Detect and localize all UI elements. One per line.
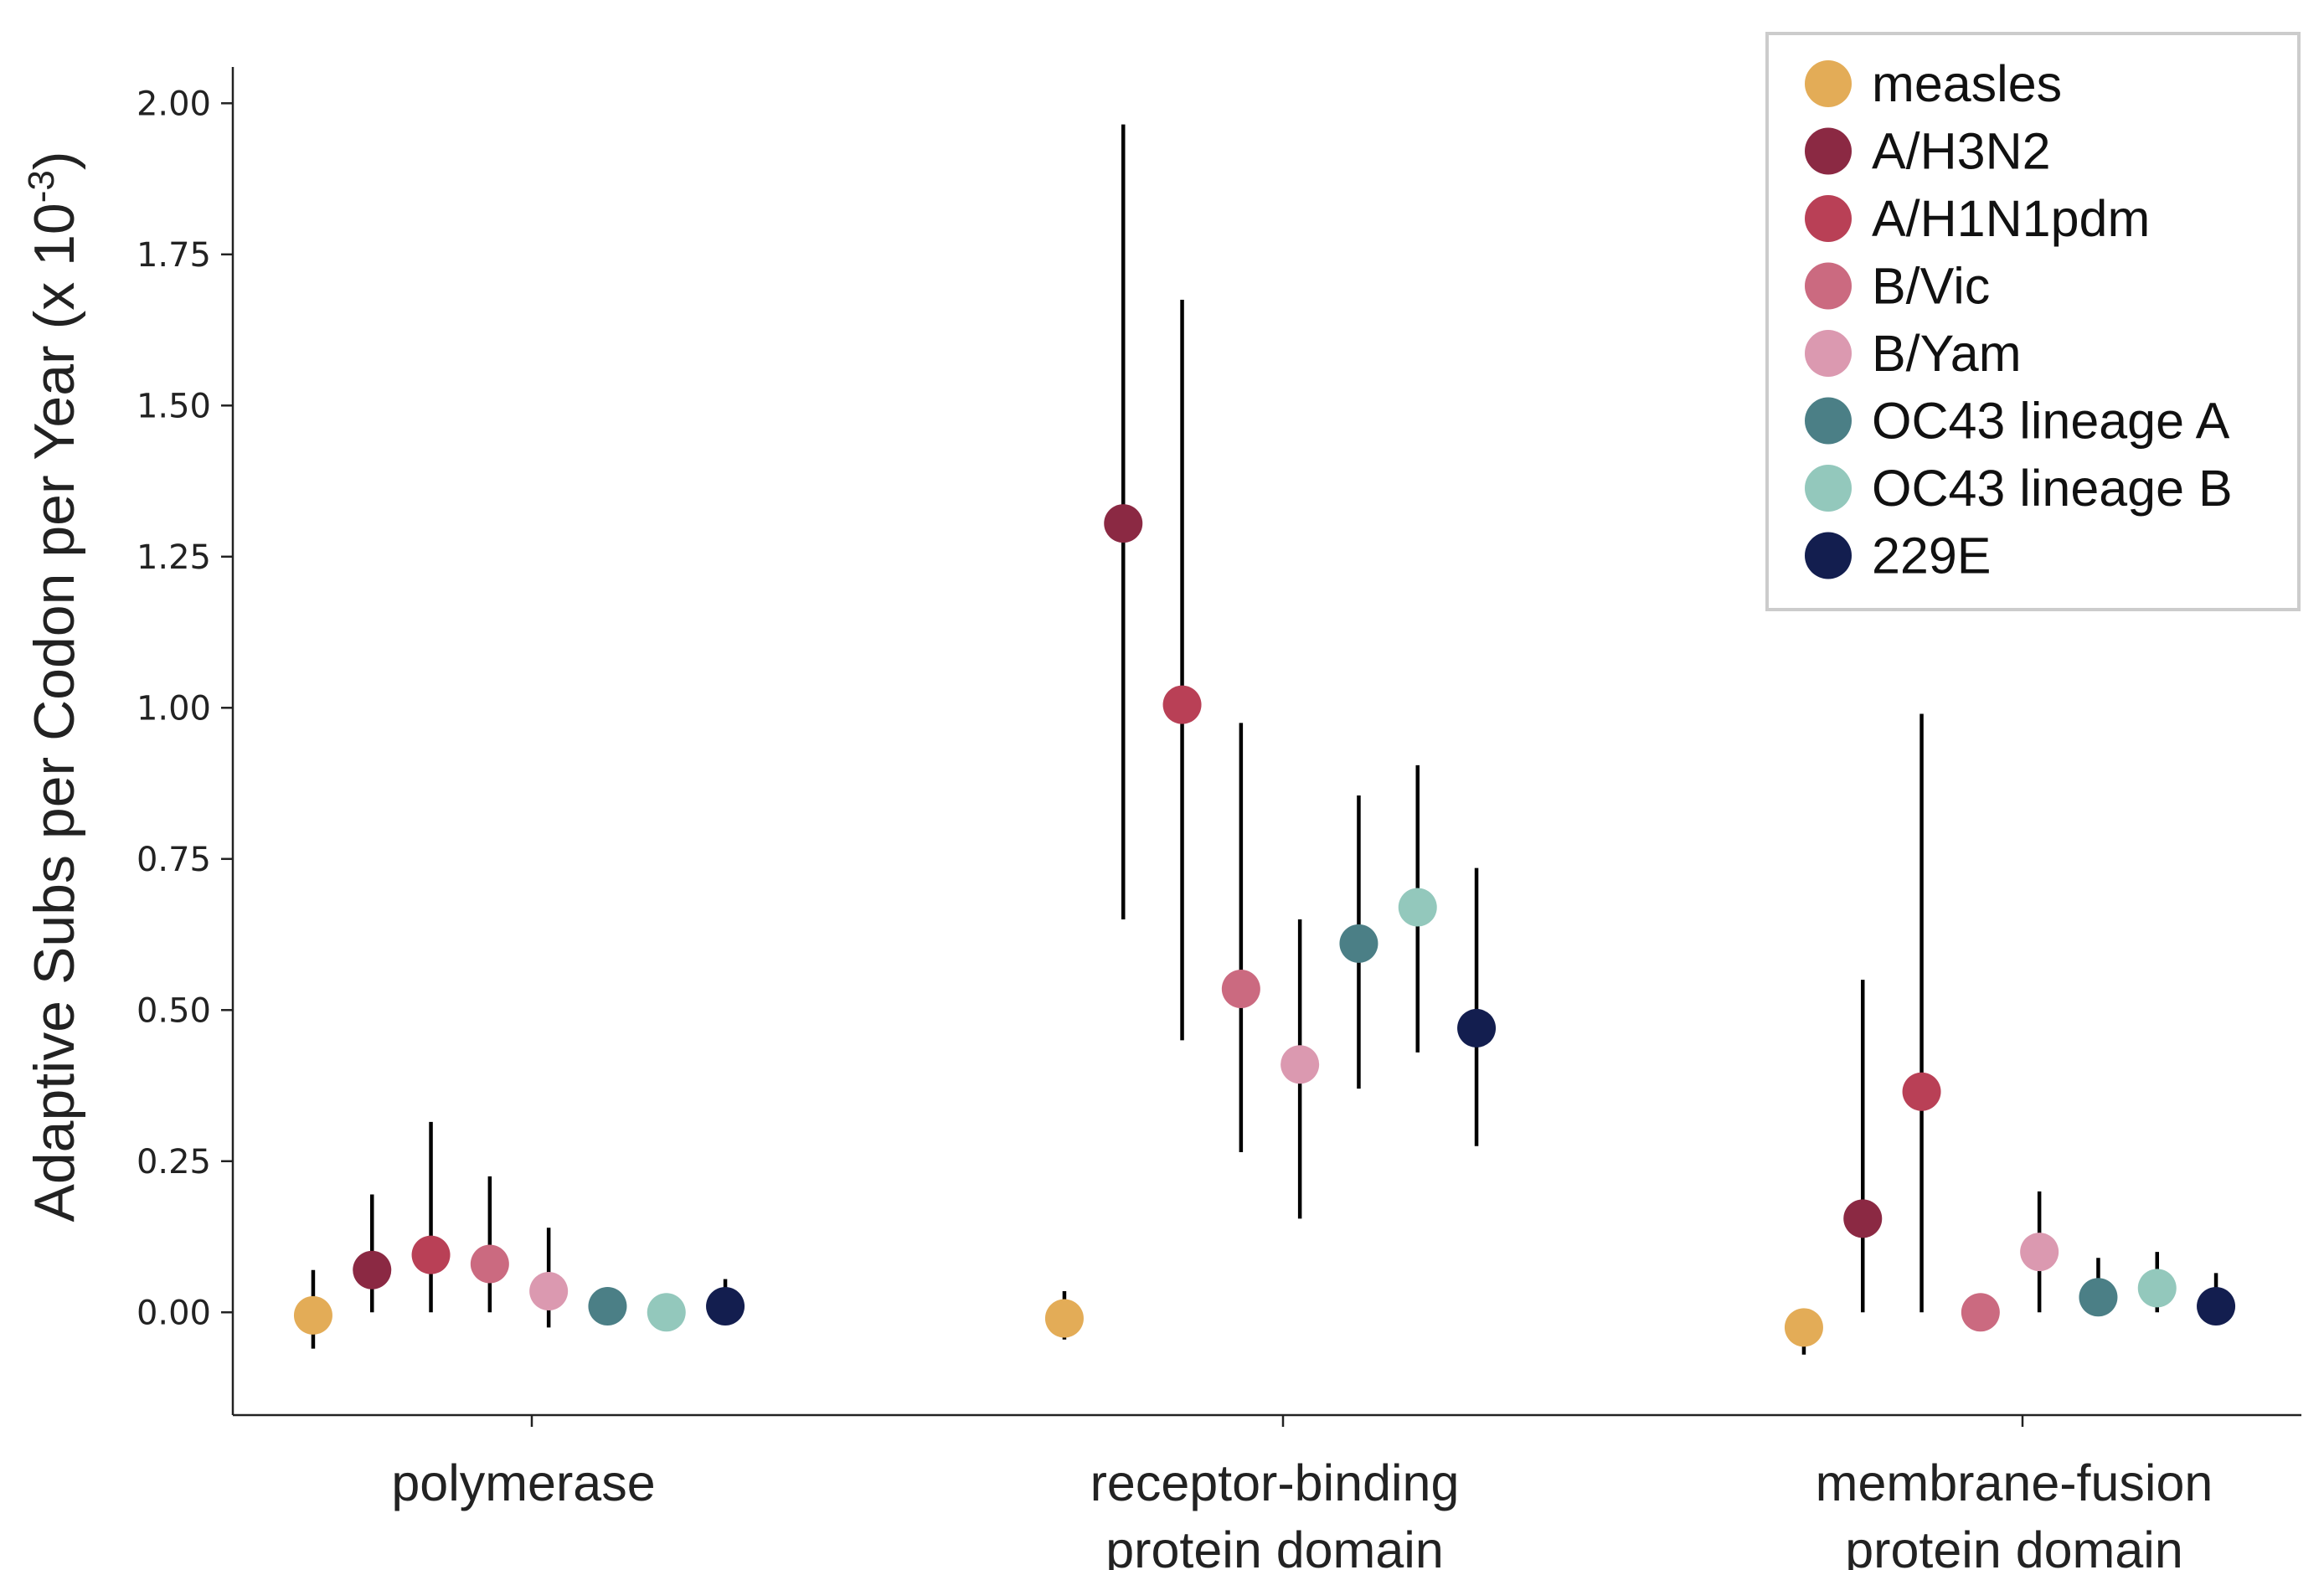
- y-axis-title-sup: -3: [21, 170, 62, 203]
- data-points: [293, 504, 2236, 1347]
- x-category-label: polymerase: [391, 1454, 655, 1511]
- axes: [231, 67, 2301, 1417]
- legend-swatch: [1805, 262, 1852, 310]
- y-tick-label: 1.00: [137, 689, 211, 728]
- data-point: [411, 1235, 451, 1274]
- legend-swatch: [1805, 127, 1852, 175]
- legend-swatch: [1805, 330, 1852, 377]
- y-tick-label: 0.25: [137, 1143, 211, 1181]
- legend-label: B/Yam: [1872, 325, 2022, 382]
- data-point: [2020, 1233, 2059, 1272]
- y-axis-title-end: ): [23, 151, 86, 170]
- data-point: [1398, 888, 1437, 927]
- legend-label: 229E: [1872, 528, 1991, 584]
- data-point: [2079, 1278, 2118, 1317]
- data-point: [2137, 1269, 2177, 1308]
- y-tick-label: 2.00: [137, 85, 211, 123]
- data-point: [2197, 1287, 2236, 1326]
- legend-label: OC43 lineage A: [1872, 393, 2230, 450]
- data-point: [1457, 1008, 1497, 1048]
- legend-swatch: [1805, 465, 1852, 512]
- data-point: [1902, 1072, 1941, 1111]
- data-point: [1339, 924, 1378, 963]
- y-axis-title: Adaptive Subs per Codon per Year (x 10-3…: [21, 151, 87, 1222]
- x-category-label: protein domain: [1105, 1521, 1444, 1570]
- x-category-label: receptor-binding: [1090, 1454, 1460, 1511]
- x-category-label: membrane-fusion: [1816, 1454, 2213, 1511]
- legend-label: A/H3N2: [1872, 123, 2051, 180]
- y-tick-label: 1.50: [137, 387, 211, 425]
- data-point: [1784, 1308, 1823, 1347]
- legend-label: A/H1N1pdm: [1872, 190, 2150, 247]
- y-tick-label: 0.00: [137, 1294, 211, 1332]
- x-category-label: protein domain: [1845, 1521, 2183, 1570]
- data-point: [353, 1250, 392, 1289]
- data-point: [588, 1287, 627, 1326]
- data-point: [647, 1293, 686, 1332]
- legend-swatch: [1805, 60, 1852, 107]
- legend-box: [1765, 32, 2301, 611]
- y-axis-title-main: Adaptive Subs per Codon per Year (x 10: [23, 203, 86, 1222]
- legend-swatch: [1805, 397, 1852, 445]
- data-point: [1281, 1045, 1320, 1084]
- data-point: [1104, 504, 1143, 543]
- data-point: [1162, 685, 1202, 724]
- data-point: [529, 1271, 569, 1310]
- y-tick-label: 0.50: [137, 991, 211, 1030]
- data-point: [293, 1295, 332, 1335]
- legend-label: B/Vic: [1872, 258, 1990, 315]
- data-point: [470, 1244, 509, 1284]
- y-tick-label: 1.25: [137, 538, 211, 577]
- data-point: [706, 1287, 745, 1326]
- data-point: [1961, 1293, 2000, 1332]
- data-point: [1044, 1299, 1084, 1338]
- y-tick-label: 0.75: [137, 841, 211, 879]
- data-point: [1843, 1199, 1883, 1238]
- x-ticks: polymerase receptor-binding protein domain…: [391, 1415, 2213, 1570]
- y-tick-label: 1.75: [137, 236, 211, 275]
- data-point: [1221, 970, 1260, 1009]
- legend-label: OC43 lineage B: [1872, 460, 2233, 517]
- legend-label: measles: [1872, 55, 2062, 112]
- legend-swatch: [1805, 532, 1852, 579]
- legend: measles A/H3N2 A/H1N1pdm B/Vic B/Yam OC43 lin…: [1765, 32, 2301, 611]
- y-ticks: 0.00 0.25 0.50 0.75 1.00 1.25 1.50 1.75 2.00: [137, 85, 233, 1332]
- legend-swatch: [1805, 195, 1852, 242]
